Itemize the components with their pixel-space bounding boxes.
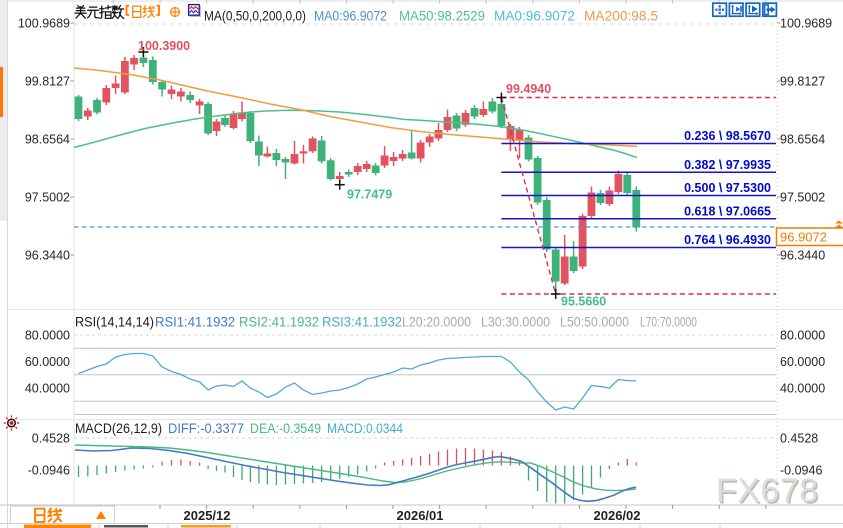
svg-text:L50:50.0000: L50:50.0000	[560, 315, 629, 330]
svg-text:RSI2:41.1932: RSI2:41.1932	[239, 315, 319, 330]
svg-text:MACD:0.0344: MACD:0.0344	[327, 421, 403, 436]
svg-text:80.0000: 80.0000	[780, 328, 825, 342]
svg-text:0.764 \ 96.4930: 0.764 \ 96.4930	[684, 233, 771, 247]
svg-text:L70:70.0000: L70:70.0000	[640, 315, 697, 330]
svg-text:80.0000: 80.0000	[25, 328, 70, 342]
svg-text:40.0000: 40.0000	[780, 381, 825, 395]
svg-text:2026/01: 2026/01	[397, 508, 444, 523]
svg-text:-0.0946: -0.0946	[28, 463, 70, 477]
svg-text:60.0000: 60.0000	[25, 355, 70, 369]
svg-text:0.236 \ 98.5670: 0.236 \ 98.5670	[684, 129, 771, 143]
svg-text:RSI1:41.1932: RSI1:41.1932	[155, 315, 235, 330]
svg-text:97.7479: 97.7479	[347, 188, 392, 202]
svg-text:MACD(26,12,9): MACD(26,12,9)	[75, 421, 162, 436]
svg-text:MA0:96.9072: MA0:96.9072	[494, 9, 575, 24]
svg-text:99.8127: 99.8127	[25, 74, 70, 88]
svg-text:99.4940: 99.4940	[506, 82, 551, 96]
svg-text:RSI(14,14,14): RSI(14,14,14)	[75, 315, 154, 330]
svg-text:0.382 \ 97.9935: 0.382 \ 97.9935	[684, 158, 771, 172]
svg-text:95.5660: 95.5660	[561, 295, 606, 309]
svg-text:97.5002: 97.5002	[780, 190, 825, 204]
svg-text:100.3900: 100.3900	[138, 39, 190, 53]
svg-text:2026/02: 2026/02	[594, 508, 641, 523]
svg-text:MA0:96.9072: MA0:96.9072	[314, 9, 387, 24]
svg-text:96.3440: 96.3440	[780, 248, 825, 262]
svg-text:0.500 \ 97.5300: 0.500 \ 97.5300	[684, 181, 771, 195]
svg-text:-0.0946: -0.0946	[780, 463, 822, 477]
svg-text:L20:20.0000: L20:20.0000	[402, 315, 471, 330]
svg-text:RSI3:41.1932: RSI3:41.1932	[322, 315, 402, 330]
svg-text:DIFF:-0.3377: DIFF:-0.3377	[168, 421, 244, 436]
svg-text:0.618 \ 97.0665: 0.618 \ 97.0665	[684, 204, 771, 218]
svg-text:MA200:98.5: MA200:98.5	[584, 9, 658, 24]
svg-text:FX678: FX678	[718, 474, 821, 512]
svg-text:FX678: FX678	[716, 472, 819, 510]
svg-text:98.6564: 98.6564	[25, 132, 70, 146]
svg-text:0.4528: 0.4528	[32, 431, 70, 445]
svg-text:96.9072: 96.9072	[780, 230, 827, 245]
svg-text:MA(0,50,0,200,0,0): MA(0,50,0,200,0,0)	[204, 9, 306, 24]
svg-text:MA50:98.2529: MA50:98.2529	[399, 9, 485, 24]
svg-text:DEA:-0.3549: DEA:-0.3549	[250, 421, 321, 436]
svg-text:96.3440: 96.3440	[25, 248, 70, 262]
svg-text:99.8127: 99.8127	[780, 74, 825, 88]
svg-text:97.5002: 97.5002	[25, 190, 70, 204]
svg-text:100.9689: 100.9689	[780, 16, 832, 30]
svg-text:98.6564: 98.6564	[780, 132, 825, 146]
svg-text:100.9689: 100.9689	[18, 16, 70, 30]
svg-text:2025/12: 2025/12	[184, 508, 231, 523]
svg-text:60.0000: 60.0000	[780, 355, 825, 369]
svg-text:0.4528: 0.4528	[780, 431, 818, 445]
svg-text:40.0000: 40.0000	[25, 381, 70, 395]
svg-text:L30:30.0000: L30:30.0000	[481, 315, 550, 330]
